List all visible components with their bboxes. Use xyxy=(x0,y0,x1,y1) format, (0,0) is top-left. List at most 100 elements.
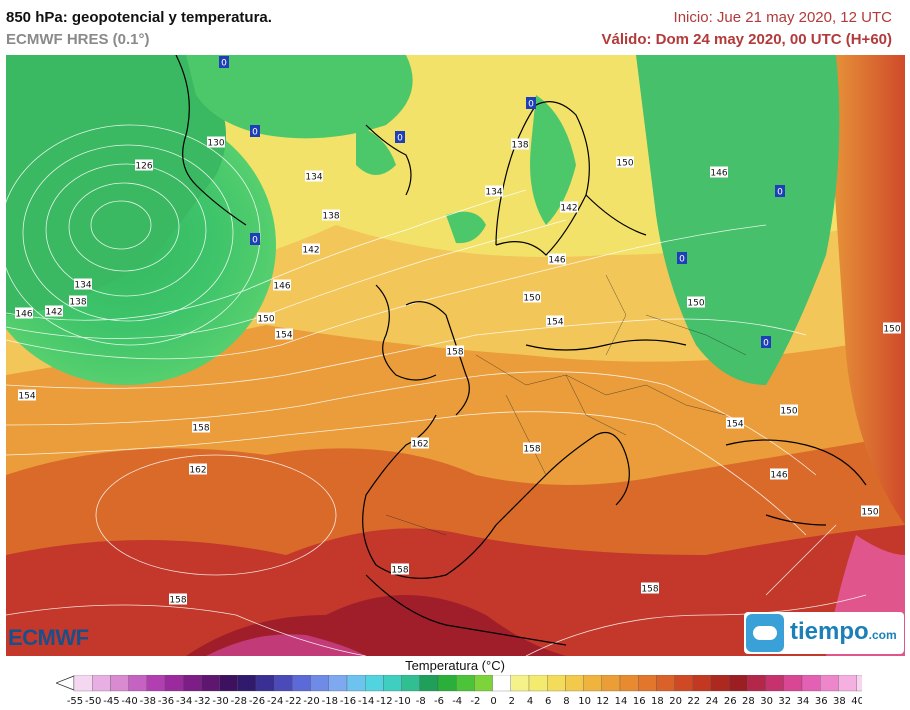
temperature-legend: -55 -50 -45 -40 -38 -36 -34 -32 -30 -28 -26 -24 -22-… xyxy=(56,675,862,707)
legend-swatch xyxy=(638,675,657,692)
isoline-label: 150 xyxy=(257,312,275,325)
legend-tick-label: 32 xyxy=(778,696,791,707)
legend-swatch xyxy=(710,675,730,692)
legend-tick-label: -50 xyxy=(85,696,101,707)
legend-tick-label: -40 xyxy=(121,696,137,707)
isoline-label: 150 xyxy=(687,296,705,309)
isoline-value: 146 xyxy=(710,169,727,179)
legend-tick-label: -18 xyxy=(322,696,338,707)
zero-isotherm-value: 0 xyxy=(679,255,685,265)
ecmwf-logo: ECMWF xyxy=(8,625,89,651)
legend-tick-label: -10 xyxy=(394,696,410,707)
isoline-value: 162 xyxy=(411,440,428,450)
isoline-value: 130 xyxy=(207,139,224,149)
legend-swatch xyxy=(365,675,384,692)
borders xyxy=(385,274,747,536)
isoline-label: 142 xyxy=(45,305,63,318)
isoline-value: 150 xyxy=(616,159,633,169)
legend-tick-label: 22 xyxy=(687,696,700,707)
valid-time: Válido: Dom 24 may 2020, 00 UTC (H+60) xyxy=(601,31,892,48)
isoline-value: 146 xyxy=(548,256,565,266)
isoline-value: 150 xyxy=(687,299,704,309)
isoline-label: 158 xyxy=(169,593,187,606)
isoline-label: 154 xyxy=(275,328,293,341)
isoline-label: 146 xyxy=(710,166,728,179)
zero-isotherm-value: 0 xyxy=(763,339,769,349)
isoline-label: 150 xyxy=(523,291,541,304)
legend-tick-label: 40 xyxy=(851,696,862,707)
legend-swatch xyxy=(110,675,129,692)
isoline-label: 134 xyxy=(305,170,323,183)
legend-swatch xyxy=(437,675,457,692)
legend-swatch xyxy=(565,675,584,692)
legend-tick-label: 12 xyxy=(596,696,609,707)
legend-swatch xyxy=(255,675,275,692)
legend-swatch xyxy=(201,675,220,692)
legend-swatch xyxy=(401,675,420,692)
isoline-label: 138 xyxy=(69,295,87,308)
legend-swatch xyxy=(183,675,202,692)
legend-swatch xyxy=(474,675,493,692)
legend-tick-label: -4 xyxy=(452,696,462,707)
cold-iceland-area xyxy=(186,55,413,139)
temp-band-very-hot xyxy=(6,525,905,656)
zero-isotherm-mark: 0 xyxy=(526,97,536,110)
legend-swatch xyxy=(73,675,93,692)
coastlines xyxy=(175,55,867,646)
isoline-value: 134 xyxy=(74,281,91,291)
isoline-label: 150 xyxy=(780,404,798,417)
legend-tick-label: 8 xyxy=(563,696,569,707)
legend-tick-label: -14 xyxy=(358,696,374,707)
map-canvas: 1261301341381421461501541341381421461541… xyxy=(6,55,905,656)
legend-tick-label: -8 xyxy=(416,696,426,707)
legend-swatch xyxy=(765,675,784,692)
legend-tick-label: -16 xyxy=(340,696,356,707)
isoline-value: 126 xyxy=(135,162,152,172)
isoline-value: 158 xyxy=(523,445,540,455)
isoline-value: 154 xyxy=(275,331,292,341)
isoline-value: 146 xyxy=(15,310,32,320)
legend-swatch xyxy=(310,675,329,692)
legend-tick-label: 20 xyxy=(669,696,682,707)
zero-isotherm-mark: 0 xyxy=(250,233,260,246)
isoline-value: 154 xyxy=(546,318,563,328)
isoline-label: 134 xyxy=(485,185,503,198)
legend-tick-label: 18 xyxy=(651,696,664,707)
isoline-value: 158 xyxy=(192,424,209,434)
isoline-value: 138 xyxy=(69,298,86,308)
legend-swatch xyxy=(237,675,257,692)
zero-isotherm-value: 0 xyxy=(221,59,227,69)
legend-tick-label: 14 xyxy=(615,696,628,707)
isoline-label: 150 xyxy=(616,156,634,169)
legend-swatch xyxy=(219,675,238,692)
temp-band-east xyxy=(826,55,905,525)
isoline-value: 146 xyxy=(273,282,290,292)
legend-swatch xyxy=(128,675,147,692)
zero-isotherm-mark: 0 xyxy=(761,336,771,349)
zero-isotherm-value: 0 xyxy=(528,100,534,110)
isoline-label: 138 xyxy=(322,209,340,222)
legend-tick-label: -28 xyxy=(231,696,247,707)
legend-swatch xyxy=(820,675,839,692)
isoline-label: 158 xyxy=(523,442,541,455)
zero-isotherm-value: 0 xyxy=(777,188,783,198)
isoline-value: 146 xyxy=(770,471,787,481)
legend-tick-label: 4 xyxy=(527,696,533,707)
isoline-label: 158 xyxy=(446,345,464,358)
isoline-labels: 1261301341381421461501541341381421461541… xyxy=(15,136,901,606)
legend-tick-label: -36 xyxy=(158,696,174,707)
legend-swatch xyxy=(346,675,366,692)
isoline-value: 162 xyxy=(189,466,206,476)
legend-swatch xyxy=(419,675,439,692)
zero-isotherm-mark: 0 xyxy=(775,185,785,198)
legend-swatch xyxy=(838,675,857,692)
isoline-label: 154 xyxy=(546,315,564,328)
legend-swatch xyxy=(783,675,803,692)
cold-scandinavia xyxy=(530,95,576,225)
isoline-value: 154 xyxy=(726,420,743,430)
isoline-value: 134 xyxy=(485,188,502,198)
legend-tick-label: 38 xyxy=(833,696,846,707)
isoline-value: 150 xyxy=(780,407,797,417)
legend-swatch xyxy=(801,675,821,692)
isoline-label: 142 xyxy=(560,201,578,214)
